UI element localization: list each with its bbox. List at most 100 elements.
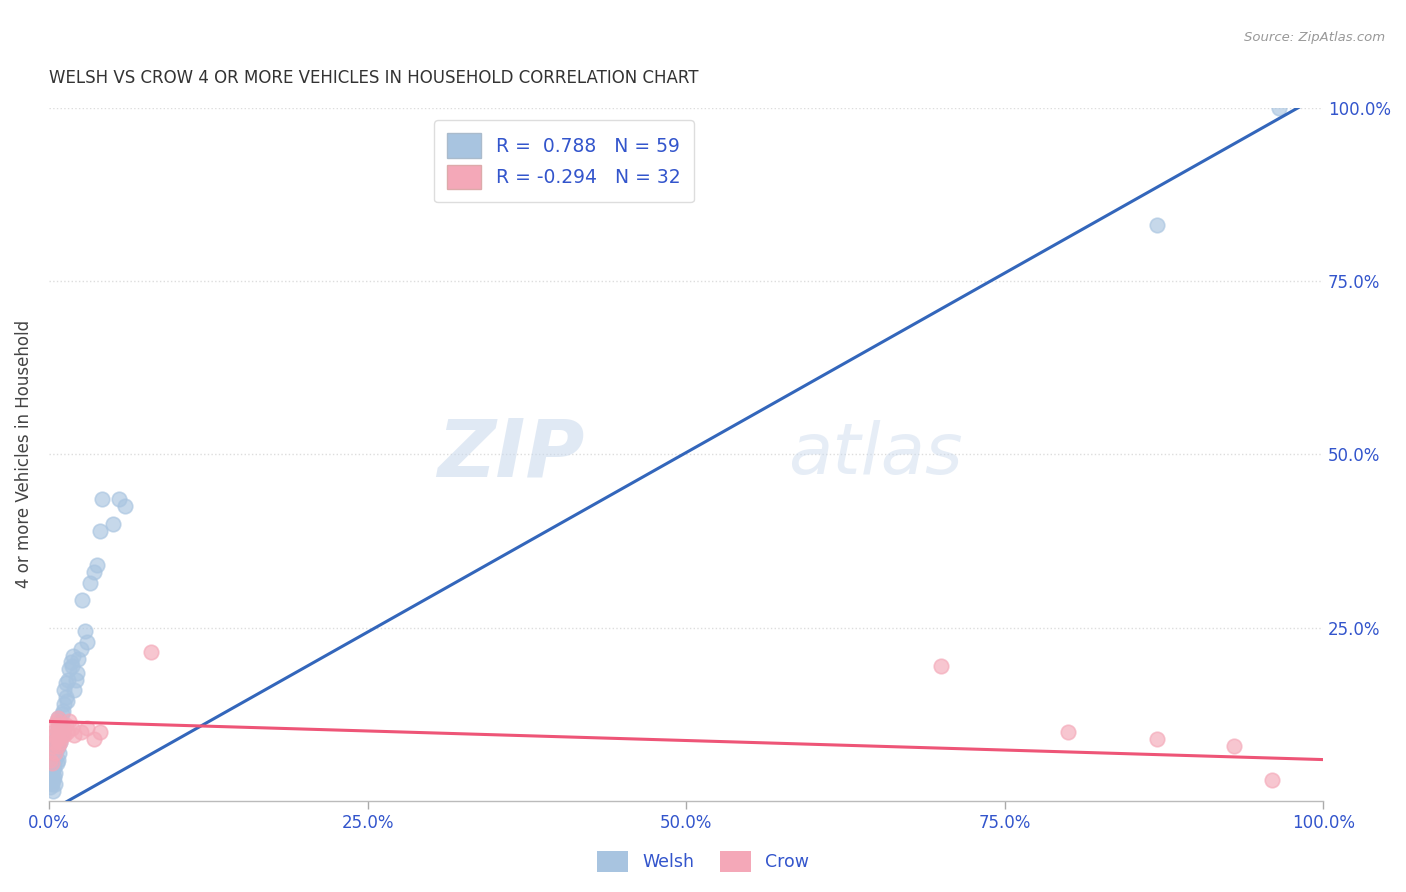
Point	[55, 718, 77, 732]
Point	[53, 728, 76, 742]
Point	[39, 780, 62, 795]
Point	[42, 735, 65, 749]
Point	[83, 731, 105, 746]
Point	[79, 575, 101, 590]
Point	[929, 659, 952, 673]
Point	[48, 731, 70, 746]
Point	[44, 728, 66, 742]
Point	[66, 665, 89, 680]
Point	[108, 492, 131, 507]
Point	[446, 173, 468, 187]
Point	[49, 714, 72, 729]
Point	[49, 735, 72, 749]
Point	[114, 500, 136, 514]
Point	[62, 648, 84, 663]
Point	[44, 777, 66, 791]
Point	[56, 673, 79, 687]
Point	[48, 718, 70, 732]
Point	[89, 524, 111, 538]
Point	[45, 731, 67, 746]
Point	[55, 690, 77, 705]
Point	[51, 728, 73, 742]
Point	[45, 714, 67, 729]
Point	[1146, 219, 1168, 233]
Point	[44, 739, 66, 753]
Point	[101, 516, 124, 531]
Legend: R =  0.788   N = 59, R = -0.294   N = 32: R = 0.788 N = 59, R = -0.294 N = 32	[434, 120, 693, 202]
Text: Source: ZipAtlas.com: Source: ZipAtlas.com	[1244, 31, 1385, 45]
Point	[42, 753, 65, 767]
Point	[42, 759, 65, 773]
Point	[46, 724, 69, 739]
Point	[73, 624, 96, 639]
Point	[48, 718, 70, 732]
Point	[46, 739, 69, 753]
Point	[42, 718, 65, 732]
Point	[1223, 739, 1246, 753]
Text: WELSH VS CROW 4 OR MORE VEHICLES IN HOUSEHOLD CORRELATION CHART: WELSH VS CROW 4 OR MORE VEHICLES IN HOUS…	[49, 69, 699, 87]
Text: atlas: atlas	[787, 420, 963, 489]
Point	[41, 766, 63, 780]
Point	[39, 773, 62, 788]
Point	[83, 566, 105, 580]
Point	[51, 728, 73, 742]
Point	[1057, 724, 1080, 739]
Point	[53, 697, 76, 711]
Point	[56, 724, 79, 739]
Point	[42, 763, 65, 777]
Point	[60, 722, 83, 736]
Point	[52, 704, 75, 718]
Point	[44, 753, 66, 767]
Point	[69, 724, 91, 739]
Point	[1267, 101, 1289, 115]
Point	[53, 683, 76, 698]
Point	[1146, 731, 1168, 746]
Point	[60, 659, 83, 673]
Point	[58, 662, 80, 676]
Point	[45, 728, 67, 742]
Point	[86, 558, 108, 573]
Point	[59, 656, 82, 670]
Point	[45, 756, 67, 770]
Point	[65, 673, 87, 687]
Point	[42, 724, 65, 739]
Point	[69, 641, 91, 656]
Point	[76, 634, 98, 648]
Point	[44, 766, 66, 780]
Point	[139, 645, 162, 659]
Point	[46, 753, 69, 767]
Point	[42, 784, 65, 798]
Y-axis label: 4 or more Vehicles in Household: 4 or more Vehicles in Household	[15, 320, 32, 589]
Legend: Welsh, Crow: Welsh, Crow	[591, 844, 815, 879]
Point	[91, 492, 114, 507]
Point	[46, 711, 69, 725]
Point	[52, 722, 75, 736]
Text: ZIP: ZIP	[437, 416, 583, 493]
Point	[51, 707, 73, 722]
Point	[55, 676, 77, 690]
Point	[42, 773, 65, 788]
Point	[67, 652, 90, 666]
Point	[70, 593, 93, 607]
Point	[39, 753, 62, 767]
Point	[89, 724, 111, 739]
Point	[56, 693, 79, 707]
Point	[48, 731, 70, 746]
Point	[41, 777, 63, 791]
Point	[45, 742, 67, 756]
Point	[49, 735, 72, 749]
Point	[63, 728, 86, 742]
Point	[46, 739, 69, 753]
Point	[46, 722, 69, 736]
Point	[41, 756, 63, 770]
Point	[41, 756, 63, 770]
Point	[63, 683, 86, 698]
Point	[42, 739, 65, 753]
Point	[58, 714, 80, 729]
Point	[42, 770, 65, 784]
Point	[46, 711, 69, 725]
Point	[42, 742, 65, 756]
Point	[48, 746, 70, 760]
Point	[76, 722, 98, 736]
Point	[1261, 773, 1284, 788]
